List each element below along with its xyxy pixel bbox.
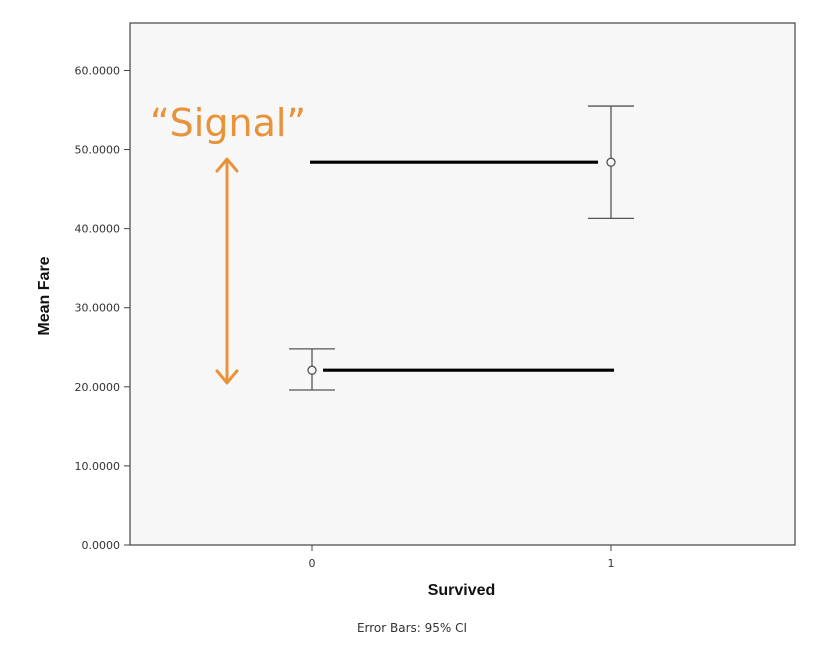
y-tick-label: 0.0000 (82, 539, 121, 552)
y-tick-label: 10.0000 (75, 460, 121, 473)
signal-arrowhead-bottom (215, 369, 239, 385)
y-tick-label: 20.0000 (75, 381, 121, 394)
y-tick-label: 30.0000 (75, 302, 121, 315)
mean-marker (606, 157, 616, 167)
mean-marker (307, 365, 317, 375)
signal-arrowhead-top (215, 157, 239, 173)
error-bars (289, 105, 634, 391)
y-axis: 0.0000 10.0000 20.0000 30.0000 40.0000 50.000… (75, 64, 130, 552)
x-tick-label: 1 (608, 557, 615, 570)
x-tick-label: 0 (309, 557, 316, 570)
y-tick-label: 50.0000 (75, 144, 121, 157)
signal-annotation (215, 157, 239, 385)
y-axis-title: Mean Fare (36, 256, 53, 335)
y-tick-label: 40.0000 (75, 223, 121, 236)
signal-label: “Signal” (150, 101, 306, 145)
y-tick-label: 60.0000 (75, 64, 121, 77)
reference-lines (310, 160, 614, 372)
error-bars-footnote: Error Bars: 95% CI (357, 621, 467, 635)
x-axis-title: Survived (428, 582, 496, 599)
plot-area (129, 22, 796, 546)
